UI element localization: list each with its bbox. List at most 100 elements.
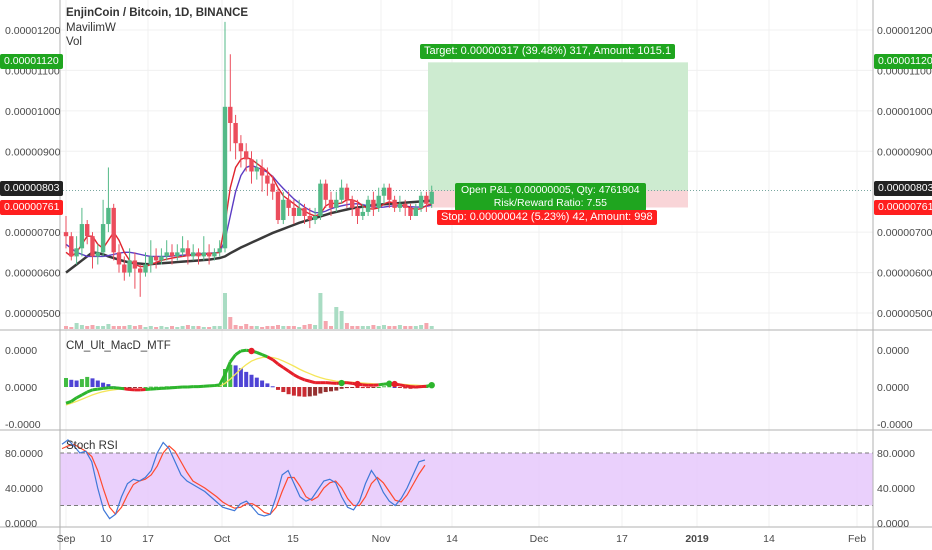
- volume-bar: [217, 326, 222, 329]
- volume-bar: [64, 326, 68, 329]
- candle-body: [143, 264, 148, 273]
- stop-price-tag-left: 0.00000761: [0, 200, 64, 215]
- candle-body: [376, 195, 381, 208]
- candle: [85, 220, 90, 245]
- candle: [365, 195, 371, 216]
- volume-bar: [318, 293, 323, 329]
- candle: [95, 244, 100, 265]
- macd-histogram-bar: [281, 387, 286, 393]
- candle: [344, 183, 350, 208]
- volume-bar: [228, 317, 233, 329]
- indicator-mavilimw[interactable]: MavilimW: [66, 22, 116, 34]
- price-tick-label: 0.00000900: [5, 146, 61, 158]
- candle-body: [185, 248, 191, 257]
- volume-bar: [360, 326, 365, 329]
- mavilimw-line: [65, 199, 432, 274]
- candle-body: [339, 187, 344, 200]
- candle-body: [360, 211, 365, 216]
- time-tick-label: 2019: [685, 533, 709, 545]
- candle-body: [196, 252, 201, 257]
- volume-bar: [127, 325, 132, 329]
- volume-bar: [175, 327, 180, 329]
- candle-body: [159, 256, 164, 261]
- macd-line-segment: [124, 387, 130, 392]
- macd-line-segment: [346, 381, 353, 385]
- stoch-pane-title[interactable]: Stoch RSI: [66, 440, 118, 452]
- candle: [413, 203, 418, 216]
- volume-bar: [350, 326, 355, 329]
- candle: [249, 151, 254, 184]
- stop-label[interactable]: Stop: 0.00000042 (5.23%) 42, Amount: 998: [437, 210, 657, 225]
- stop-price-tag-right: 0.00000761: [874, 200, 932, 215]
- candle-body: [424, 195, 429, 204]
- macd-line-segment: [399, 383, 406, 388]
- candle-body: [323, 183, 328, 200]
- macd-histogram-bar: [329, 387, 333, 392]
- volume-bar: [265, 326, 270, 329]
- macd-line-segment: [282, 366, 290, 373]
- macd-histogram-bar: [254, 377, 259, 387]
- volume-bar: [339, 311, 344, 329]
- open-pnl-label[interactable]: Open P&L: 0.00000005, Qty: 4761904 Risk/…: [455, 183, 646, 211]
- time-tick-label: Oct: [214, 533, 230, 545]
- candle: [132, 252, 138, 289]
- indicator-vol[interactable]: Vol: [66, 36, 82, 48]
- candle: [127, 248, 132, 277]
- candle: [312, 207, 318, 225]
- macd-histogram-bar: [132, 387, 137, 388]
- candle: [360, 203, 365, 221]
- candle-body: [291, 207, 297, 216]
- candle-body: [212, 252, 217, 257]
- macd-histogram-bar: [249, 374, 254, 387]
- risk-reward-text: Risk/Reward Ratio: 7.55: [493, 197, 607, 209]
- price-tick-label: 0.00001200: [5, 25, 61, 37]
- price-tick-label: 0.00001200: [877, 25, 932, 37]
- candle: [403, 199, 408, 216]
- volume-bar: [212, 326, 217, 329]
- candle: [244, 143, 249, 172]
- candle-body: [106, 207, 111, 225]
- target-label[interactable]: Target: 0.00000317 (39.48%) 317, Amount:…: [420, 44, 676, 59]
- macd-line-segment: [92, 387, 99, 392]
- volume-bar: [138, 325, 143, 329]
- macd-histogram-bar: [228, 364, 233, 387]
- macd-tick-label: -0.0000: [5, 419, 41, 431]
- candle-body: [164, 252, 169, 257]
- macd-signal-line: [65, 356, 432, 406]
- price-tick-label: 0.00000600: [5, 268, 61, 280]
- candle-body: [312, 215, 318, 221]
- candle-body: [244, 151, 249, 160]
- last-price-tag-left: 0.00000803: [0, 181, 64, 196]
- candle: [355, 199, 360, 225]
- macd-histogram-bar: [138, 387, 143, 388]
- candle: [169, 244, 175, 265]
- macd-histogram-bar: [355, 387, 360, 388]
- macd-cross-dot: [354, 380, 361, 388]
- volume-bar: [223, 293, 227, 329]
- macd-pane-title[interactable]: CM_Ult_MacD_MTF: [66, 340, 171, 352]
- macd-histogram-bar: [233, 365, 238, 387]
- macd-line-segment: [298, 376, 306, 382]
- macd-histogram-bar: [334, 387, 339, 391]
- volume-bar: [313, 325, 318, 329]
- stoch-rsi-pane: [60, 439, 873, 520]
- macd-histogram-bar: [106, 384, 111, 387]
- candle: [79, 207, 85, 257]
- stoch-tick-label: 0.0000: [5, 518, 37, 530]
- symbol-title[interactable]: EnjinCoin / Bitcoin, 1D, BINANCE: [66, 7, 249, 19]
- candle-body: [217, 248, 222, 253]
- volume-bar: [191, 326, 196, 329]
- stoch-d-line: [61, 443, 426, 516]
- macd-tick-label: -0.0000: [877, 419, 913, 431]
- volume-bar: [376, 326, 381, 329]
- macd-line-segment: [86, 388, 94, 394]
- volume-bar: [69, 327, 74, 329]
- macd-tick-label: 0.0000: [5, 382, 37, 394]
- macd-histogram-bar: [90, 378, 95, 387]
- macd-histogram-bar: [413, 387, 418, 389]
- macd-histogram-bar: [403, 387, 408, 389]
- candle-body: [286, 199, 291, 208]
- candle-body: [148, 256, 153, 265]
- candle-body: [318, 183, 323, 216]
